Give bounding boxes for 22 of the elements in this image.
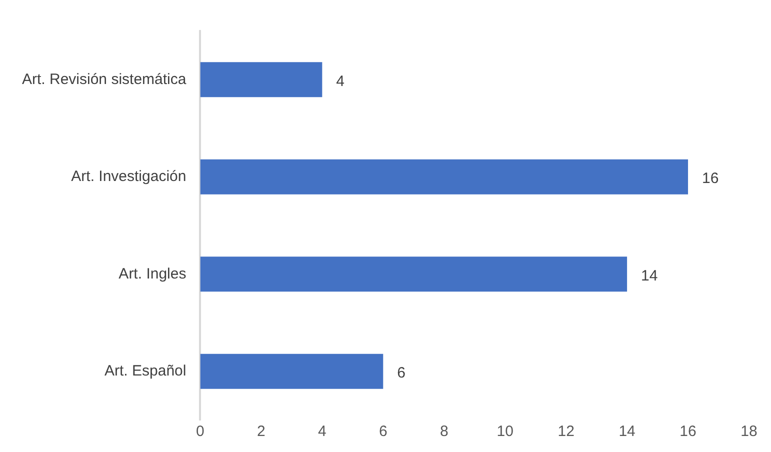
bar: [200, 62, 322, 98]
bar: [200, 159, 688, 194]
x-tick-label: 2: [257, 423, 266, 440]
x-tick-label: 14: [618, 423, 636, 440]
x-tick-label: 8: [440, 423, 448, 440]
x-tick-label: 18: [740, 423, 758, 440]
data-label: 6: [397, 364, 406, 382]
bar: [200, 256, 628, 292]
data-label: 16: [702, 170, 719, 188]
y-tick-label: Art. Español: [104, 362, 186, 380]
x-tick-label: 10: [496, 423, 514, 440]
data-label: 14: [641, 267, 658, 284]
y-tick-label: Art. Revisión sistemática: [22, 70, 187, 88]
y-tick-label: Art. Ingles: [118, 265, 186, 282]
x-tick-label: 16: [680, 423, 696, 440]
x-tick-label: 0: [196, 423, 204, 440]
data-label: 4: [336, 72, 345, 90]
x-tick-label: 12: [558, 423, 574, 440]
y-tick-label: Art. Investigación: [71, 168, 186, 186]
bar: [200, 354, 384, 389]
x-tick-label: 4: [318, 423, 326, 440]
x-tick-label: 6: [378, 423, 388, 440]
